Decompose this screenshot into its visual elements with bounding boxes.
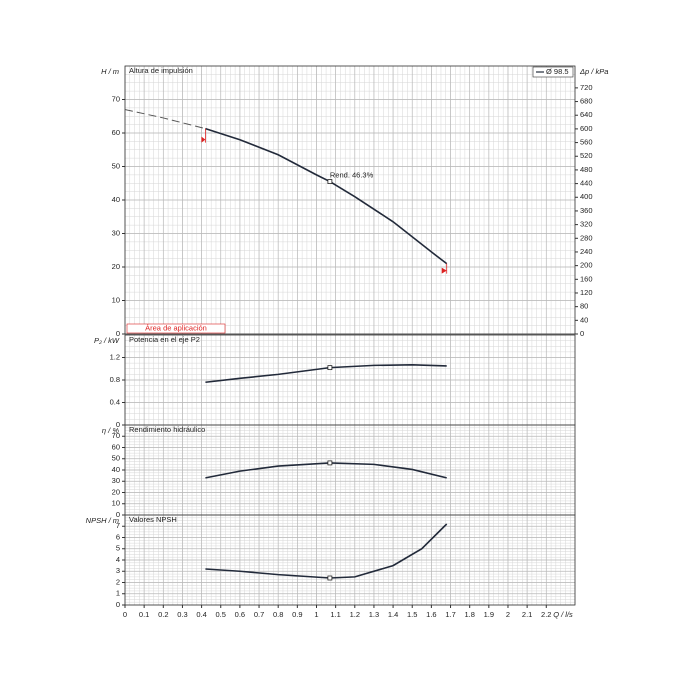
y-tick-label: 70 (112, 431, 120, 440)
y2-tick-label: 440 (580, 179, 593, 188)
y-tick-label: 50 (112, 161, 120, 170)
y2-tick-label: 280 (580, 233, 593, 242)
curve (124, 109, 206, 130)
legend-label: Ø 98.5 (546, 67, 569, 76)
panel-frame (124, 514, 576, 606)
x-tick-label: 0.4 (196, 610, 206, 619)
y-tick-label: 70 (112, 94, 120, 103)
x-tick-label: 0 (123, 610, 127, 619)
annotation: Rend. 46.3% (330, 171, 374, 180)
y-tick-label: 20 (112, 262, 120, 271)
x-tick-label: 1.5 (407, 610, 417, 619)
y-tick-label: 7 (116, 521, 120, 530)
operating-point (327, 179, 333, 184)
y2-tick-label: 120 (580, 288, 593, 297)
operating-point (327, 460, 333, 466)
range-flag (201, 136, 206, 143)
x-tick-label: 0.2 (158, 610, 168, 619)
x-tick-label: 1.3 (369, 610, 379, 619)
panel-title: Altura de impulsión (129, 66, 193, 75)
y-tick-label: 6 (116, 532, 120, 541)
x-tick-label: 1.6 (426, 610, 436, 619)
y2-tick-label: 480 (580, 165, 593, 174)
y-axis-label: H / m (101, 67, 119, 76)
y-tick-label: 1.2 (110, 352, 120, 361)
legend-box (532, 66, 574, 78)
y2-axis-label: Δp / kPa (579, 67, 608, 76)
operating-point (327, 365, 333, 371)
x-tick-label: 1.7 (445, 610, 455, 619)
y-axis-label: η / % (102, 426, 119, 435)
y2-tick-label: 400 (580, 192, 593, 201)
y2-tick-label: 0 (580, 329, 584, 338)
y-tick-label: 60 (112, 442, 120, 451)
panel-title: Rendimiento hidráulico (129, 425, 205, 434)
y-tick-label: 3 (116, 566, 120, 575)
y2-tick-label: 40 (580, 315, 588, 324)
y-tick-label: 40 (112, 465, 120, 474)
x-tick-label: 1 (314, 610, 318, 619)
x-tick-label: 2 (506, 610, 510, 619)
y2-tick-label: 520 (580, 151, 593, 160)
y2-tick-label: 720 (580, 83, 593, 92)
x-tick-label: 1.8 (464, 610, 474, 619)
y-tick-label: 0 (116, 420, 120, 429)
curve (205, 523, 448, 579)
y-tick-label: 20 (112, 487, 120, 496)
y-tick-label: 30 (112, 228, 120, 237)
x-tick-label: 0.5 (216, 610, 226, 619)
y-tick-label: 4 (116, 555, 120, 564)
y-axis-label: NPSH / m (86, 516, 119, 525)
x-tick-label: 1.2 (350, 610, 360, 619)
y-axis-label: P₂ / kW (94, 336, 120, 345)
y-tick-label: 50 (112, 454, 120, 463)
y-tick-label: 10 (112, 295, 120, 304)
y-tick-label: 0 (116, 510, 120, 519)
y2-tick-label: 560 (580, 138, 593, 147)
range-box (126, 323, 226, 334)
y2-tick-label: 80 (580, 302, 588, 311)
y-tick-label: 0 (116, 329, 120, 338)
panel-title: Valores NPSH (129, 515, 177, 524)
y-tick-label: 10 (112, 499, 120, 508)
x-tick-label: 1.9 (484, 610, 494, 619)
x-tick-label: 0.8 (273, 610, 283, 619)
x-tick-label: 0.7 (254, 610, 264, 619)
operating-point (327, 575, 333, 581)
x-tick-label: 0.3 (177, 610, 187, 619)
panel-frame (124, 65, 576, 335)
x-tick-label: 0.1 (139, 610, 149, 619)
x-axis-label: Q / l/s (553, 610, 573, 619)
y-tick-label: 2 (116, 577, 120, 586)
y2-tick-label: 160 (580, 274, 593, 283)
x-tick-label: 1.1 (330, 610, 340, 619)
y-tick-label: 40 (112, 195, 120, 204)
y2-tick-label: 680 (580, 97, 593, 106)
y2-tick-label: 240 (580, 247, 593, 256)
y-tick-label: 1 (116, 589, 120, 598)
range-label: Área de aplicación (145, 323, 207, 332)
range-flag (441, 267, 447, 274)
y-tick-label: 0.4 (110, 397, 120, 406)
y2-tick-label: 360 (580, 206, 593, 215)
y-tick-label: 30 (112, 476, 120, 485)
x-tick-label: 0.6 (235, 610, 245, 619)
y2-tick-label: 200 (580, 261, 593, 270)
y-tick-label: 5 (116, 544, 120, 553)
y2-tick-label: 320 (580, 220, 593, 229)
x-tick-label: 2.1 (522, 610, 532, 619)
y-tick-label: 60 (112, 128, 120, 137)
y2-tick-label: 640 (580, 110, 593, 119)
x-tick-label: 1.4 (388, 610, 398, 619)
y2-tick-label: 600 (580, 124, 593, 133)
x-tick-label: 0.9 (292, 610, 302, 619)
panel-title: Potencia en el eje P2 (129, 335, 200, 344)
x-tick-label: 2.2 (541, 610, 551, 619)
y-tick-label: 0 (116, 600, 120, 609)
y-tick-label: 0.8 (110, 375, 120, 384)
